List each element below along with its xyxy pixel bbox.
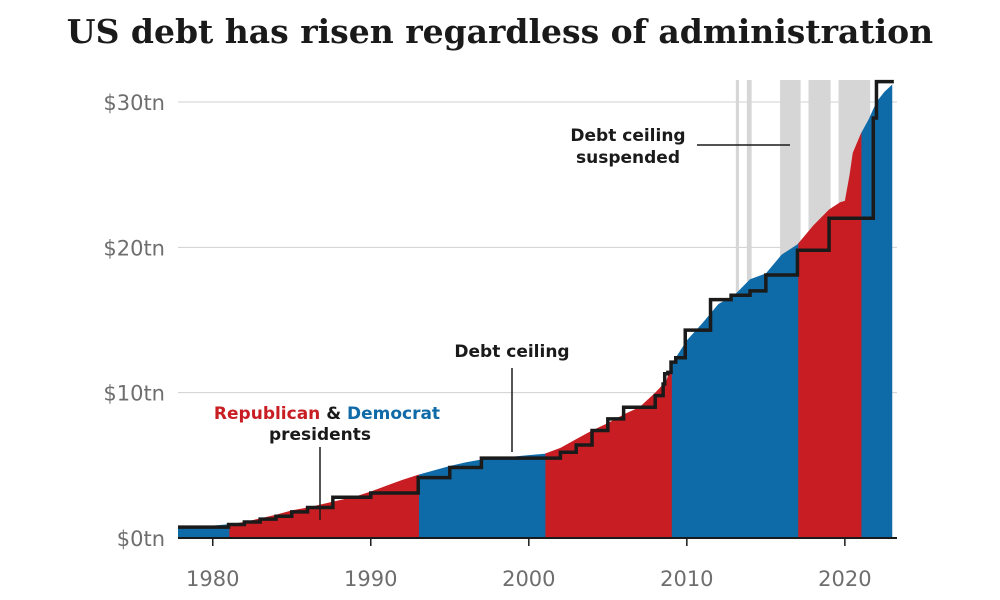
suspended-label-line2: suspended (576, 148, 680, 168)
term-democrat (671, 84, 799, 538)
democrat-label: Democrat (347, 404, 440, 424)
x-tick-label: 1990 (344, 567, 397, 591)
y-tick-label: $20tn (103, 236, 165, 260)
y-tick-label: $30tn (103, 91, 165, 115)
y-tick-label: $10tn (103, 382, 165, 406)
debt-ceiling-label: Debt ceiling (454, 342, 569, 362)
x-axis-ticks: 1980 1990 2000 2010 2020 (186, 538, 872, 591)
term-democrat (178, 84, 230, 538)
debt-ceiling-line (178, 79, 894, 529)
y-tick-label: $0tn (117, 527, 165, 551)
x-tick-label: 2000 (502, 567, 555, 591)
x-tick-label: 2020 (818, 567, 871, 591)
ampersand-label: & (326, 404, 341, 424)
chart-title: US debt has risen regardless of administ… (66, 12, 934, 51)
x-tick-label: 1980 (186, 567, 239, 591)
term-republican (229, 84, 420, 538)
presidents-label: presidents (269, 425, 371, 445)
republican-label: Republican (214, 404, 320, 424)
party-legend-label: Republican & Democrat (214, 404, 440, 424)
suspended-label-line1: Debt ceiling (570, 126, 685, 146)
y-axis-ticks: $0tn $10tn $20tn $30tn (103, 91, 165, 551)
x-tick-label: 2010 (660, 567, 713, 591)
term-democrat (861, 84, 893, 538)
